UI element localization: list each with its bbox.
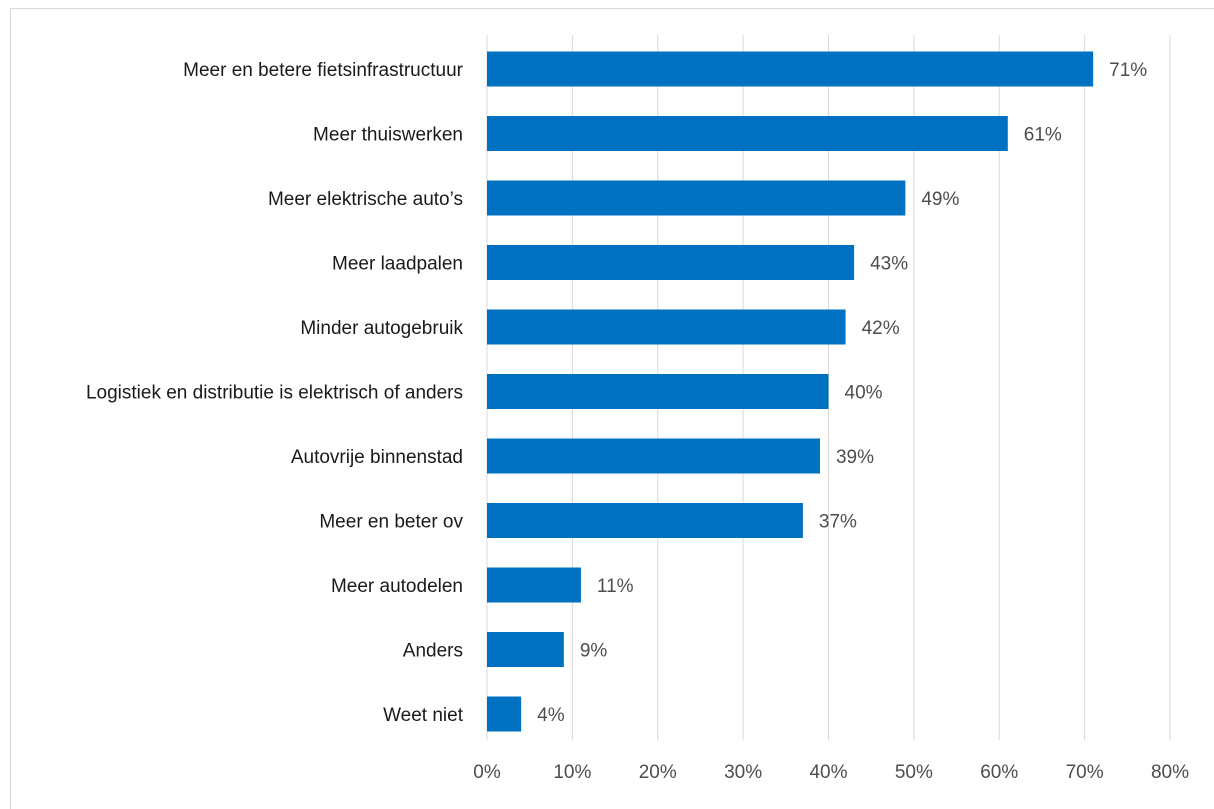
x-tick-label: 0% — [473, 762, 501, 783]
category-label: Meer en beter ov — [319, 512, 463, 533]
category-label: Weet niet — [383, 705, 464, 726]
category-label: Autovrije binnenstad — [291, 447, 463, 468]
category-label: Meer autodelen — [331, 576, 463, 597]
category-label: Meer thuiswerken — [313, 125, 463, 146]
category-label: Anders — [403, 641, 463, 662]
data-label: 42% — [862, 318, 900, 339]
data-label: 49% — [921, 189, 959, 210]
bars — [487, 51, 1094, 732]
bar — [487, 632, 564, 667]
bar — [487, 245, 855, 280]
x-tick-label: 50% — [895, 762, 933, 783]
bar — [487, 438, 820, 474]
x-axis-ticks: 0% 10% 20% 30% 40% 50% 60% 70% 80% — [473, 762, 1189, 783]
category-label: Meer elektrische auto’s — [268, 189, 463, 210]
data-label: 11% — [597, 576, 634, 597]
x-tick-label: 10% — [553, 762, 591, 783]
category-labels: Meer en betere fietsinfrastructuur Meer t… — [86, 60, 464, 726]
x-tick-label: 30% — [724, 762, 762, 783]
bar — [487, 51, 1094, 87]
chart-frame — [10, 8, 1214, 809]
category-label: Minder autogebruik — [300, 318, 463, 339]
x-tick-label: 80% — [1151, 762, 1189, 783]
bar — [487, 180, 906, 216]
bar — [487, 696, 522, 732]
data-label: 43% — [870, 254, 908, 275]
data-label: 61% — [1024, 125, 1062, 146]
value-labels: 71% 61% 49% 43% 42% 40% 39% 37% 11% 9% 4% — [537, 60, 1147, 726]
data-label: 39% — [836, 447, 874, 468]
data-label: 71% — [1109, 60, 1147, 81]
x-tick-label: 20% — [639, 762, 677, 783]
data-label: 37% — [819, 512, 857, 533]
x-tick-label: 40% — [809, 762, 847, 783]
data-label: 40% — [845, 383, 883, 404]
bar — [487, 503, 803, 538]
data-label: 4% — [537, 705, 565, 726]
category-label: Logistiek en distributie is elektrisch o… — [86, 383, 463, 404]
bar — [487, 567, 581, 603]
bar — [487, 374, 829, 409]
bar — [487, 116, 1008, 151]
x-tick-label: 70% — [1066, 762, 1104, 783]
category-label: Meer en betere fietsinfrastructuur — [183, 60, 464, 81]
bar — [487, 309, 846, 345]
x-tick-label: 60% — [980, 762, 1018, 783]
data-label: 9% — [580, 641, 608, 662]
category-label: Meer laadpalen — [332, 254, 463, 275]
